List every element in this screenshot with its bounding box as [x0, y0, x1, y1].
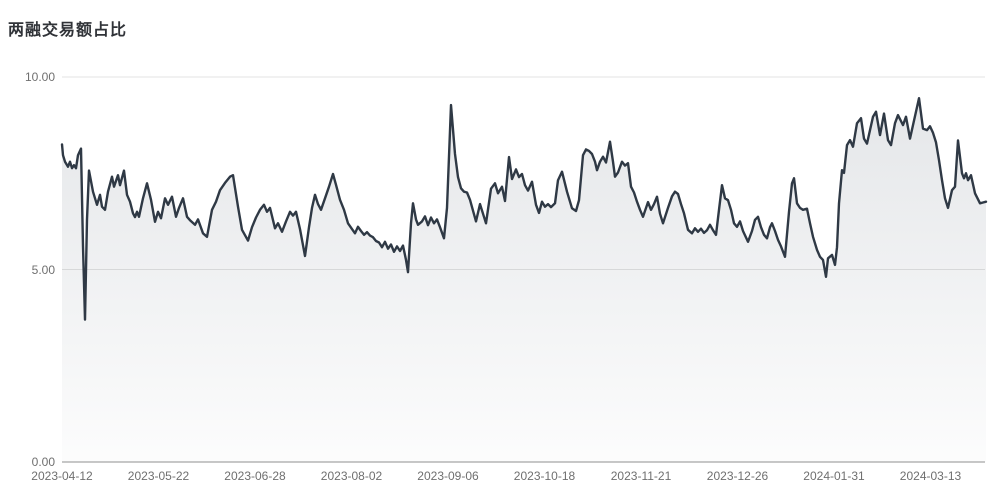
x-tick-label: 2024-01-31 [803, 469, 865, 483]
x-tick-label: 2023-04-12 [31, 469, 93, 483]
x-tick-label: 2023-05-22 [127, 469, 190, 483]
x-tick-label: 2023-12-26 [706, 469, 769, 483]
y-tick-label: 10.00 [24, 70, 55, 84]
y-tick-label: 5.00 [31, 262, 55, 277]
x-tick-label: 2023-10-18 [513, 469, 576, 483]
x-tick-label: 2023-08-02 [320, 469, 383, 483]
chart-title: 两融交易额占比 [8, 22, 128, 39]
series-line [60, 97, 988, 321]
y-tick-label: 0.00 [31, 455, 55, 469]
x-tick-label: 2023-09-06 [417, 469, 479, 483]
x-tick-label: 2023-11-21 [610, 469, 672, 483]
x-tick-label: 2023-06-28 [224, 469, 286, 483]
area-fill [62, 98, 986, 462]
x-tick-label: 2024-03-13 [899, 469, 962, 483]
